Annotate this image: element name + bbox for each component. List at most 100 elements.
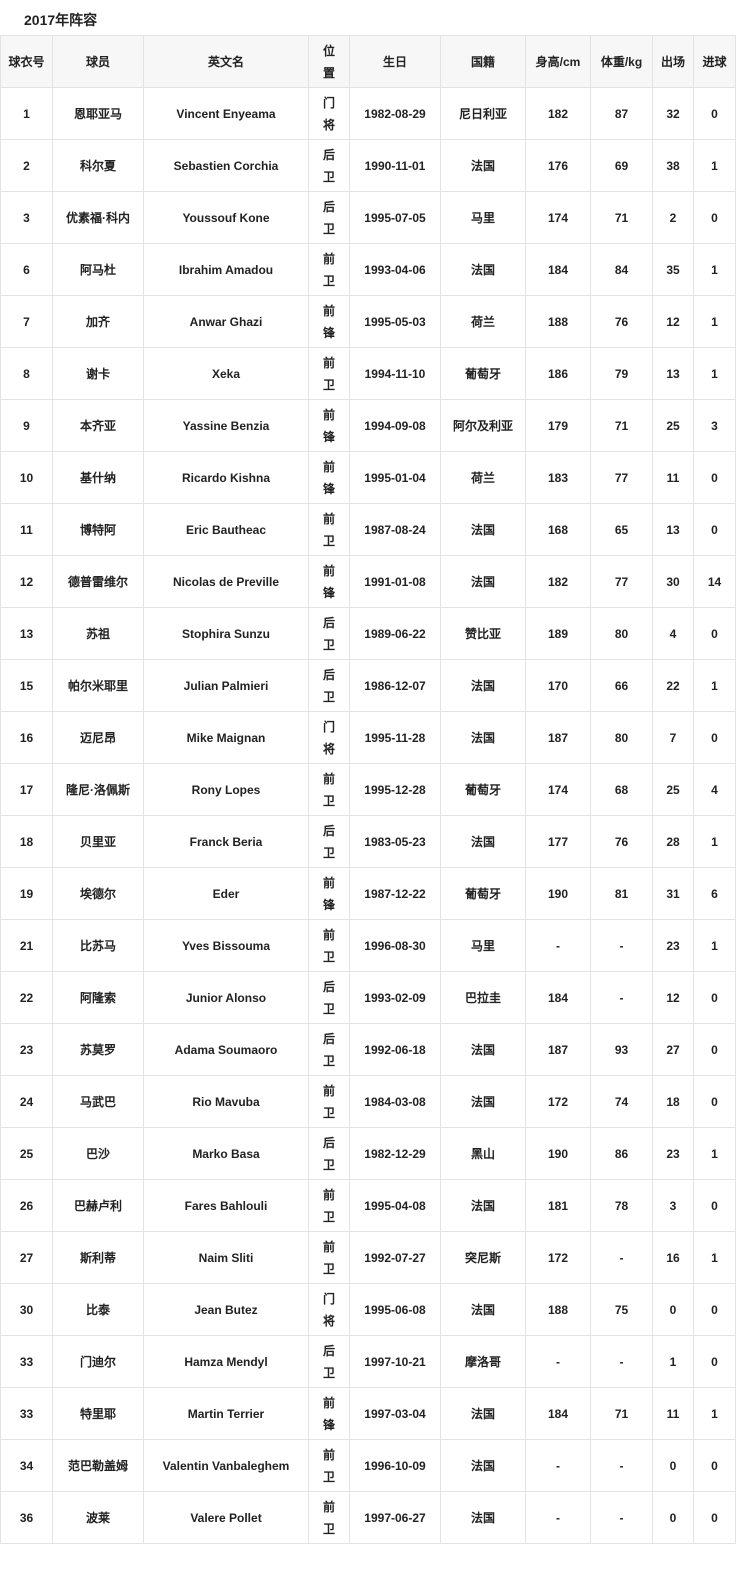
cell-number: 11 xyxy=(0,503,53,556)
cell-player: 门迪尔 xyxy=(52,1335,144,1388)
cell-position: 前卫 xyxy=(308,503,350,556)
cell-goals: 3 xyxy=(693,399,736,452)
cell-player: 范巴勒盖姆 xyxy=(52,1439,144,1492)
cell-birthday: 1995-11-28 xyxy=(349,711,441,764)
cell-appearances: 27 xyxy=(652,1023,694,1076)
cell-player: 帕尔米耶里 xyxy=(52,659,144,712)
cell-birthday: 1996-10-09 xyxy=(349,1439,441,1492)
cell-weight: 68 xyxy=(590,763,653,816)
cell-weight: - xyxy=(590,919,653,972)
column-header-number: 球衣号 xyxy=(0,35,53,88)
table-row: 7 加齐 Anwar Ghazi 前锋 1995-05-03 荷兰 188 76 12 1 xyxy=(0,295,736,348)
cell-english-name: Nicolas de Preville xyxy=(143,555,309,608)
cell-birthday: 1995-07-05 xyxy=(349,191,441,244)
cell-english-name: Xeka xyxy=(143,347,309,400)
cell-position: 前卫 xyxy=(308,243,350,296)
cell-height: 181 xyxy=(525,1179,591,1232)
cell-number: 10 xyxy=(0,451,53,504)
cell-number: 9 xyxy=(0,399,53,452)
table-row: 33 特里耶 Martin Terrier 前锋 1997-03-04 法国 184 71 11… xyxy=(0,1387,736,1440)
cell-weight: 75 xyxy=(590,1283,653,1336)
table-header-row: 球衣号 球员 英文名 位置 生日 国籍 身高/cm 体重/kg 出场 进球 xyxy=(0,35,736,88)
table-row: 26 巴赫卢利 Fares Bahlouli 前卫 1995-04-08 法国 181 78 3… xyxy=(0,1179,736,1232)
cell-english-name: Yves Bissouma xyxy=(143,919,309,972)
cell-goals: 0 xyxy=(693,451,736,504)
cell-weight: 84 xyxy=(590,243,653,296)
cell-appearances: 32 xyxy=(652,87,694,140)
cell-english-name: Marko Basa xyxy=(143,1127,309,1180)
cell-appearances: 23 xyxy=(652,1127,694,1180)
table-row: 9 本齐亚 Yassine Benzia 前锋 1994-09-08 阿尔及利亚 179 71… xyxy=(0,399,736,452)
cell-nationality: 法国 xyxy=(440,1439,526,1492)
cell-nationality: 法国 xyxy=(440,1283,526,1336)
cell-goals: 1 xyxy=(693,1387,736,1440)
cell-number: 34 xyxy=(0,1439,53,1492)
cell-weight: - xyxy=(590,1335,653,1388)
cell-number: 6 xyxy=(0,243,53,296)
cell-player: 比泰 xyxy=(52,1283,144,1336)
cell-player: 隆尼·洛佩斯 xyxy=(52,763,144,816)
cell-goals: 6 xyxy=(693,867,736,920)
cell-english-name: Anwar Ghazi xyxy=(143,295,309,348)
cell-english-name: Sebastien Corchia xyxy=(143,139,309,192)
cell-english-name: Martin Terrier xyxy=(143,1387,309,1440)
cell-position: 前锋 xyxy=(308,867,350,920)
cell-english-name: Junior Alonso xyxy=(143,971,309,1024)
cell-appearances: 13 xyxy=(652,503,694,556)
cell-height: 188 xyxy=(525,1283,591,1336)
cell-goals: 0 xyxy=(693,1335,736,1388)
cell-nationality: 法国 xyxy=(440,503,526,556)
cell-goals: 0 xyxy=(693,1075,736,1128)
cell-number: 13 xyxy=(0,607,53,660)
cell-height: 174 xyxy=(525,191,591,244)
cell-number: 33 xyxy=(0,1335,53,1388)
cell-nationality: 阿尔及利亚 xyxy=(440,399,526,452)
cell-goals: 1 xyxy=(693,243,736,296)
column-header-player: 球员 xyxy=(52,35,144,88)
cell-english-name: Ibrahim Amadou xyxy=(143,243,309,296)
cell-player: 谢卡 xyxy=(52,347,144,400)
column-header-appearances: 出场 xyxy=(652,35,694,88)
cell-position: 前卫 xyxy=(308,1491,350,1544)
cell-position: 前锋 xyxy=(308,295,350,348)
cell-position: 前锋 xyxy=(308,1387,350,1440)
cell-player: 波莱 xyxy=(52,1491,144,1544)
table-row: 25 巴沙 Marko Basa 后卫 1982-12-29 黑山 190 86 23 1 xyxy=(0,1127,736,1180)
cell-appearances: 11 xyxy=(652,1387,694,1440)
cell-player: 恩耶亚马 xyxy=(52,87,144,140)
cell-player: 巴赫卢利 xyxy=(52,1179,144,1232)
cell-nationality: 法国 xyxy=(440,555,526,608)
cell-english-name: Vincent Enyeama xyxy=(143,87,309,140)
cell-number: 16 xyxy=(0,711,53,764)
cell-appearances: 12 xyxy=(652,971,694,1024)
cell-weight: 71 xyxy=(590,399,653,452)
cell-position: 前卫 xyxy=(308,1231,350,1284)
cell-birthday: 1992-07-27 xyxy=(349,1231,441,1284)
table-row: 12 德普雷维尔 Nicolas de Preville 前锋 1991-01-08 法国… xyxy=(0,555,736,608)
cell-height: 179 xyxy=(525,399,591,452)
cell-goals: 0 xyxy=(693,1179,736,1232)
cell-goals: 1 xyxy=(693,347,736,400)
cell-birthday: 1987-12-22 xyxy=(349,867,441,920)
cell-position: 后卫 xyxy=(308,607,350,660)
cell-weight: 87 xyxy=(590,87,653,140)
column-header-nationality: 国籍 xyxy=(440,35,526,88)
cell-nationality: 葡萄牙 xyxy=(440,347,526,400)
cell-english-name: Mike Maignan xyxy=(143,711,309,764)
cell-height: 172 xyxy=(525,1075,591,1128)
cell-appearances: 0 xyxy=(652,1439,694,1492)
cell-height: 184 xyxy=(525,243,591,296)
cell-goals: 4 xyxy=(693,763,736,816)
cell-weight: 69 xyxy=(590,139,653,192)
cell-birthday: 1997-06-27 xyxy=(349,1491,441,1544)
cell-nationality: 尼日利亚 xyxy=(440,87,526,140)
cell-weight: 93 xyxy=(590,1023,653,1076)
cell-number: 15 xyxy=(0,659,53,712)
cell-appearances: 35 xyxy=(652,243,694,296)
cell-nationality: 法国 xyxy=(440,815,526,868)
cell-weight: - xyxy=(590,1231,653,1284)
table-row: 33 门迪尔 Hamza Mendyl 后卫 1997-10-21 摩洛哥 - -1 0 xyxy=(0,1335,736,1388)
cell-height: 188 xyxy=(525,295,591,348)
cell-height: 176 xyxy=(525,139,591,192)
cell-weight: 79 xyxy=(590,347,653,400)
